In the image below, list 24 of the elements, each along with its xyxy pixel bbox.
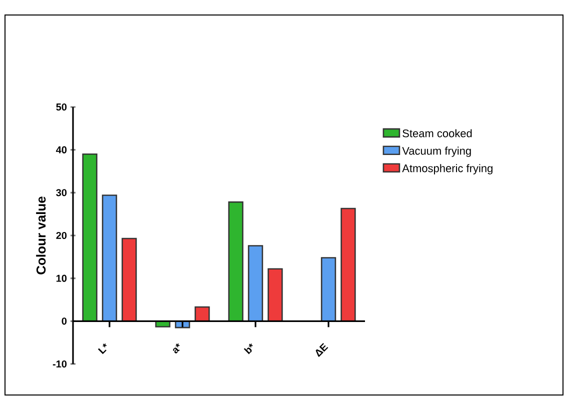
bar [122,238,137,322]
y-tick-label: 40 [56,146,67,154]
bar [248,245,264,322]
bar [320,257,336,322]
x-tick-label: a* [173,343,180,354]
legend-label: Steam cooked [402,129,472,138]
bar [194,306,210,322]
legend-label: Vacuum frying [402,146,471,157]
bar [102,194,118,322]
bar [228,201,244,322]
y-tick-label: -10 [52,360,67,368]
x-tick-label: ΔE [316,343,328,358]
x-tick-label: L* [98,343,107,354]
bar [268,268,283,322]
bar [340,208,356,322]
y-tick-label: 50 [56,103,67,111]
y-tick-label: 10 [56,274,67,282]
y-tick-label: 20 [56,232,67,240]
bar [82,153,98,322]
y-tick-label: 0 [62,318,67,325]
y-tick-label: 30 [56,189,67,196]
y-axis-title: Colour value [36,196,46,274]
legend-label: Atmospheric frying [402,164,492,174]
x-tick-label: b* [244,344,253,354]
